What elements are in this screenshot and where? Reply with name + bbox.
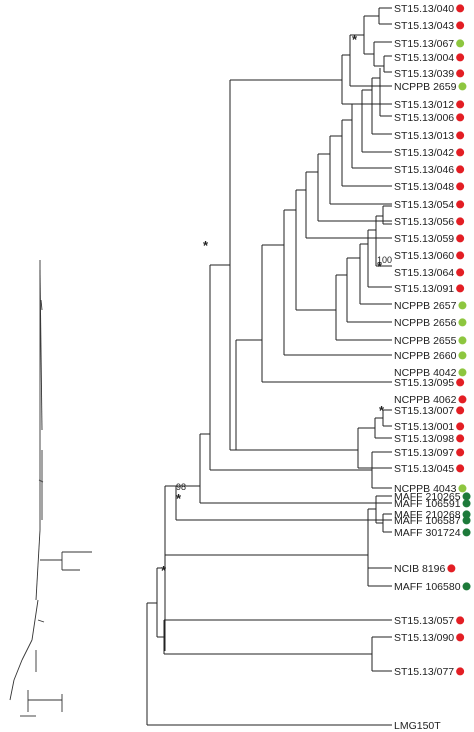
leaf-label: ST15.13/006 — [394, 112, 454, 124]
support-star: * — [377, 259, 383, 274]
leaf-marker-light_green — [458, 318, 467, 327]
leaf-marker-light_green — [458, 336, 467, 345]
leaf-label: ST15.13/060 — [394, 250, 454, 262]
leaf-label: ST15.13/077 — [394, 666, 454, 678]
leaf-marker-dark_green — [462, 499, 471, 508]
leaf-label: MAFF 106587 — [394, 515, 461, 527]
leaf-marker-light_green — [458, 82, 467, 91]
leaf-label: NCPPB 2656 — [394, 317, 457, 329]
leaf-label: ST15.13/043 — [394, 20, 454, 32]
leaf-marker-red — [456, 378, 465, 387]
leaf-marker-red — [456, 113, 465, 122]
leaf-marker-red — [456, 616, 465, 625]
leaf-label: MAFF 210268 — [394, 509, 461, 521]
leaf-marker-dark_green — [462, 510, 471, 519]
leaf-marker-light_green — [458, 351, 467, 360]
leaf-label: ST15.13/004 — [394, 52, 454, 64]
leaf-label: NCPPB 2659 — [394, 81, 457, 93]
leaf-label: ST15.13/001 — [394, 421, 454, 433]
leaf-marker-red — [456, 200, 465, 209]
leaf-marker-light_green — [458, 484, 467, 493]
leaf-marker-dark_green — [462, 582, 471, 591]
leaf-label: ST15.13/056 — [394, 216, 454, 228]
support-star: * — [161, 563, 167, 578]
leaf-label: NCPPB 4042 — [394, 367, 457, 379]
leaf-markers — [447, 4, 471, 676]
leaf-label: ST15.13/045 — [394, 463, 454, 475]
leaf-label: ST15.13/046 — [394, 164, 454, 176]
leaf-marker-red — [456, 53, 465, 62]
leaf-marker-red — [456, 464, 465, 473]
leaf-marker-red — [456, 422, 465, 431]
leaf-marker-dark_green — [462, 528, 471, 537]
leaf-marker-red — [456, 148, 465, 157]
leaf-label: ST15.13/098 — [394, 433, 454, 445]
leaf-marker-red — [456, 268, 465, 277]
leaf-marker-red — [456, 4, 465, 13]
leaf-marker-red — [456, 633, 465, 642]
leaf-marker-light_green — [456, 39, 465, 48]
leaf-label: ST15.13/048 — [394, 181, 454, 193]
support-star: * — [203, 238, 209, 253]
leaf-marker-dark_green — [462, 516, 471, 525]
leaf-marker-red — [447, 564, 456, 573]
leaf-label: ST15.13/013 — [394, 130, 454, 142]
leaf-marker-red — [456, 182, 465, 191]
support-star: * — [352, 32, 358, 47]
leaf-marker-red — [456, 434, 465, 443]
leaf-label: ST15.13/012 — [394, 99, 454, 111]
leaf-label: ST15.13/039 — [394, 68, 454, 80]
leaf-label: NCPPB 4043 — [394, 483, 457, 495]
overview-tree — [9, 260, 92, 717]
leaf-label: ST15.13/090 — [394, 632, 454, 644]
leaf-label: NCPPB 2657 — [394, 300, 457, 312]
leaf-label: ST15.13/067 — [394, 38, 454, 50]
leaf-marker-red — [456, 131, 465, 140]
leaf-marker-light_green — [458, 301, 467, 310]
leaf-marker-red — [456, 165, 465, 174]
leaf-marker-dark_green — [462, 492, 471, 501]
leaf-label: ST15.13/095 — [394, 377, 454, 389]
support-value-98: 98 — [176, 482, 186, 492]
leaf-marker-red — [458, 395, 467, 404]
leaf-marker-light_green — [458, 368, 467, 377]
leaf-label: NCPPB 2660 — [394, 350, 457, 362]
support-star: * — [176, 491, 182, 506]
leaf-label: ST15.13/091 — [394, 283, 454, 295]
leaf-label: MAFF 301724 — [394, 527, 461, 539]
leaf-label: NCPPB 2655 — [394, 335, 457, 347]
leaf-label: ST15.13/059 — [394, 233, 454, 245]
leaf-label: ST15.13/097 — [394, 447, 454, 459]
leaf-label: MAFF 210265 — [394, 491, 461, 503]
leaf-label: NCPPB 4062 — [394, 394, 457, 406]
leaf-marker-red — [456, 448, 465, 457]
leaf-label: MAFF 106580 — [394, 581, 461, 593]
leaf-marker-red — [456, 21, 465, 30]
leaf-marker-red — [456, 100, 465, 109]
leaf-marker-red — [456, 234, 465, 243]
support-value-100: 100 — [377, 255, 392, 265]
leaf-label: ST15.13/054 — [394, 199, 454, 211]
leaf-label: ST15.13/040 — [394, 3, 454, 15]
leaf-marker-red — [456, 284, 465, 293]
leaf-label: ST15.13/057 — [394, 615, 454, 627]
leaf-label: LMG150T — [394, 720, 441, 732]
leaf-marker-red — [456, 406, 465, 415]
leaf-marker-red — [456, 217, 465, 226]
tree-branches — [146, 7, 392, 726]
leaf-marker-red — [456, 251, 465, 260]
leaf-marker-red — [456, 667, 465, 676]
leaf-label: ST15.13/042 — [394, 147, 454, 159]
leaf-label: MAFF 106591 — [394, 498, 461, 510]
leaf-labels: ST15.13/040 ST15.13/043 ST15.13/067 ST15… — [394, 3, 461, 732]
leaf-label: ST15.13/064 — [394, 267, 454, 279]
leaf-label: ST15.13/007 — [394, 405, 454, 417]
leaf-marker-red — [456, 69, 465, 78]
leaf-label: NCIB 8196 — [394, 563, 446, 575]
support-star: * — [379, 403, 385, 418]
support-values: * 100 * * * 98 * * — [161, 32, 392, 578]
